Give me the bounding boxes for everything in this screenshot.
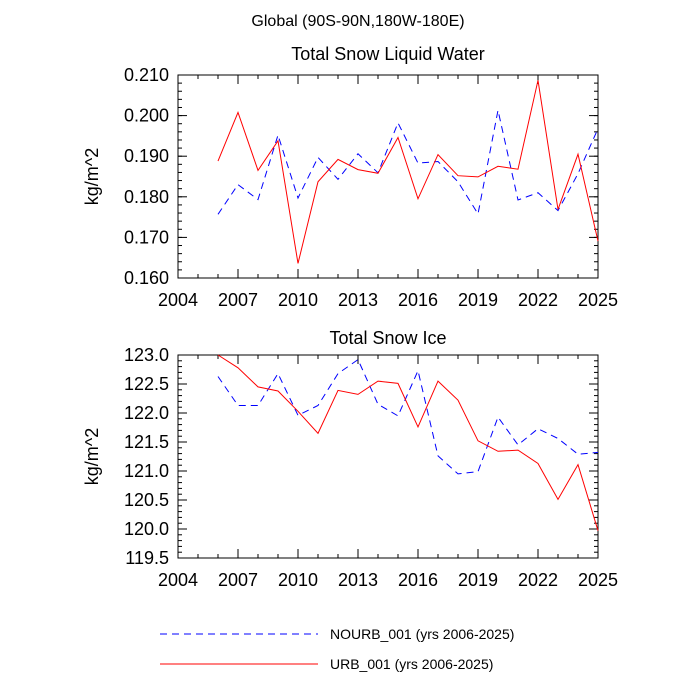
x-tick-label: 2019 [458, 570, 498, 590]
y-tick-label: 121.5 [124, 432, 169, 452]
plot-frame [177, 74, 599, 279]
x-tick-label: 2013 [338, 570, 378, 590]
x-tick-label: 2025 [578, 570, 618, 590]
chart-title: Total Snow Liquid Water [291, 44, 484, 64]
y-tick-label: 119.5 [125, 548, 169, 568]
x-tick-label: 2004 [158, 570, 198, 590]
x-tick-label: 2016 [398, 290, 438, 310]
x-tick-label: 2016 [398, 570, 438, 590]
y-tick-label: 120.5 [124, 490, 169, 510]
plot-frame [177, 354, 599, 559]
x-tick-label: 2004 [158, 290, 198, 310]
x-tick-label: 2022 [518, 290, 558, 310]
y-axis-label: kg/m^2 [82, 148, 102, 205]
panel-snow-liquid-water: Total Snow Liquid Water kg/m^2 2004 2007 201… [82, 44, 618, 310]
y-tick-label: 122.5 [124, 374, 169, 394]
x-tick-label: 2019 [458, 290, 498, 310]
y-tick-label: 0.200 [124, 106, 169, 126]
legend-label-urb: URB_001 (yrs 2006-2025) [330, 656, 493, 672]
series-line-urb-001 [217, 354, 599, 531]
y-tick-label: 122.0 [124, 403, 169, 423]
chart-title: Total Snow Ice [329, 328, 446, 348]
legend: NOURB_001 (yrs 2006-2025) URB_001 (yrs 2… [160, 626, 514, 672]
y-axis-label: kg/m^2 [82, 428, 102, 485]
x-tick-label: 2007 [218, 570, 258, 590]
y-tick-label: 120.0 [124, 519, 169, 539]
x-tick-label: 2010 [278, 290, 318, 310]
y-tick-label: 0.190 [124, 146, 169, 166]
y-tick-label: 0.210 [124, 65, 169, 85]
x-tick-label: 2010 [278, 570, 318, 590]
series-line-nourb-001 [217, 110, 599, 216]
page-title: Global (90S-90N,180W-180E) [251, 13, 464, 30]
series-line-nourb-001 [217, 358, 599, 475]
y-tick-label: 0.160 [124, 268, 169, 288]
panel-snow-ice: Total Snow Ice kg/m^2 2004 2007 2010 2013 2016… [82, 328, 618, 590]
x-tick-label: 2022 [518, 570, 558, 590]
y-tick-label: 0.180 [124, 187, 169, 207]
legend-label-nourb: NOURB_001 (yrs 2006-2025) [330, 626, 514, 642]
x-tick-label: 2007 [218, 290, 258, 310]
y-tick-label: 121.0 [124, 461, 169, 481]
x-tick-label: 2025 [578, 290, 618, 310]
x-tick-label: 2013 [338, 290, 378, 310]
y-tick-label: 0.170 [124, 227, 169, 247]
y-tick-label: 123.0 [124, 345, 169, 365]
series-line-urb-001 [217, 80, 599, 264]
